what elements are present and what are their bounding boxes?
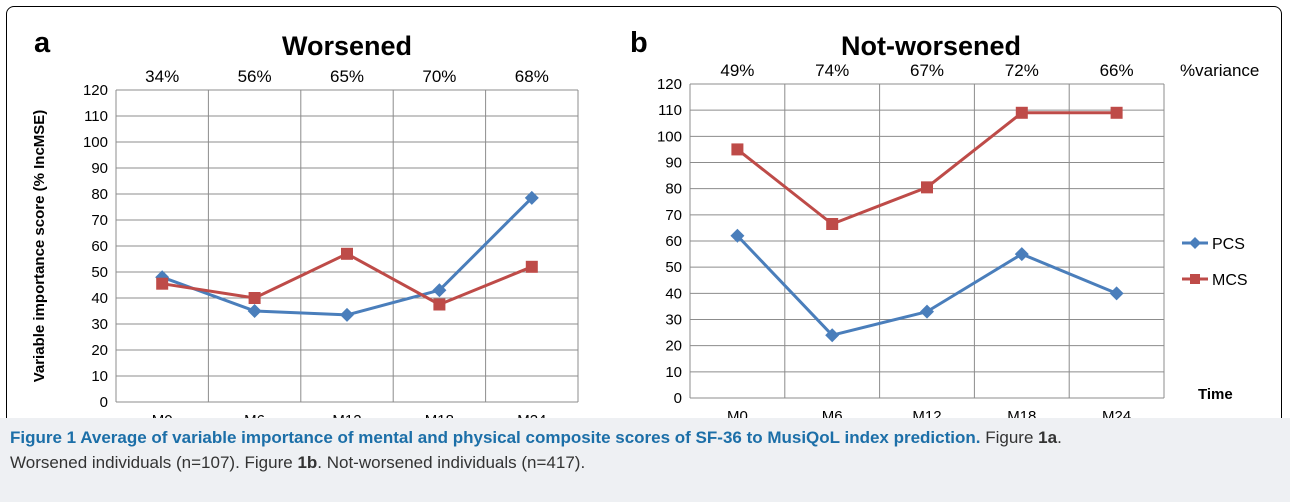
data-point-pcs xyxy=(1109,286,1124,301)
x-tick-label: M24 xyxy=(517,412,546,418)
caption-ref-1a: 1a xyxy=(1038,428,1058,447)
panel-label: a xyxy=(34,27,51,59)
caption-ref-1b: 1b xyxy=(297,453,318,472)
panel-title: Worsened xyxy=(282,31,412,61)
variance-label: 34% xyxy=(145,67,179,86)
figure-caption: Figure 1 Average of variable importance … xyxy=(0,418,1290,502)
y-tick-label: 10 xyxy=(665,364,682,381)
data-point-pcs xyxy=(730,228,745,243)
data-point-mcs xyxy=(1110,106,1123,119)
caption-line-2: Worsened individuals (n=107). Figure 1b.… xyxy=(10,453,585,473)
y-tick-label: 0 xyxy=(100,394,108,411)
y-tick-label: 110 xyxy=(658,102,682,119)
x-tick-label: M12 xyxy=(912,408,941,418)
legend-marker-square xyxy=(1190,274,1200,284)
y-tick-label: 40 xyxy=(91,290,108,307)
data-point-pcs xyxy=(432,283,447,298)
caption-title: Figure 1 Average of variable importance … xyxy=(10,428,981,447)
y-tick-label: 80 xyxy=(665,181,682,198)
legend-item-mcs: MCS xyxy=(1182,272,1248,289)
chart-panel-a: 0 10 20 30 40 50 60 70 80 90 100 110 120 M0 M6 M12 M18 M2… xyxy=(31,27,579,418)
x-tick-label: M6 xyxy=(244,412,265,418)
caption-text-1: Figure xyxy=(980,428,1039,447)
x-tick-label: M0 xyxy=(152,412,173,418)
y-tick-label: 70 xyxy=(91,212,108,229)
y-axis-label: Variable importance score (% IncMSE) xyxy=(31,110,48,383)
variance-label: 72% xyxy=(1005,61,1039,80)
y-tick-label: 40 xyxy=(665,285,682,302)
data-point-mcs xyxy=(1015,106,1028,119)
y-tick-label: 0 xyxy=(674,390,682,407)
y-tick-label: 60 xyxy=(665,233,682,250)
variance-label: 49% xyxy=(720,61,754,80)
data-point-pcs xyxy=(825,328,840,343)
panel-title: Not-worsened xyxy=(841,31,1021,61)
series-line-mcs xyxy=(736,111,1117,226)
x-tick-label: M24 xyxy=(1102,408,1131,418)
x-tick-label: M6 xyxy=(822,408,843,418)
x-axis-label: Time xyxy=(1198,386,1233,403)
y-tick-label: 80 xyxy=(91,186,108,203)
variance-label: 67% xyxy=(910,61,944,80)
y-tick-label: 120 xyxy=(83,82,108,99)
variance-label: 65% xyxy=(330,67,364,86)
data-point-mcs xyxy=(525,260,538,273)
caption-text-2: . xyxy=(1057,428,1062,447)
data-point-pcs xyxy=(1014,247,1029,262)
y-tick-label: 90 xyxy=(665,155,682,172)
data-point-pcs xyxy=(247,304,262,318)
legend-label: PCS xyxy=(1212,236,1245,253)
caption-line-1: Figure 1 Average of variable importance … xyxy=(10,428,1062,448)
y-tick-label: 100 xyxy=(83,134,108,151)
caption-text-4: . Not-worsened individuals (n=417). xyxy=(317,453,586,472)
y-tick-label: 60 xyxy=(91,238,108,255)
data-point-mcs xyxy=(826,217,839,230)
x-tick-label: M18 xyxy=(1007,408,1036,418)
data-point-pcs xyxy=(340,307,354,322)
data-point-pcs xyxy=(920,304,934,319)
data-point-mcs xyxy=(921,181,933,194)
y-tick-label: 10 xyxy=(91,368,108,385)
data-point-pcs xyxy=(524,190,539,205)
data-point-mcs xyxy=(156,277,169,290)
variance-label: 68% xyxy=(515,67,549,86)
y-tick-label: 30 xyxy=(91,316,108,333)
variance-caption: %variance xyxy=(1180,61,1259,80)
y-tick-label: 110 xyxy=(84,108,108,125)
y-tick-label: 50 xyxy=(665,259,682,276)
series-line-pcs xyxy=(736,234,1118,337)
x-tick-label: M18 xyxy=(425,412,454,418)
legend-label: MCS xyxy=(1212,272,1248,289)
caption-text-3: Worsened individuals (n=107). Figure xyxy=(10,453,298,472)
data-point-mcs xyxy=(341,247,353,260)
y-tick-label: 120 xyxy=(657,76,682,93)
variance-label: 70% xyxy=(422,67,456,86)
data-point-mcs xyxy=(248,292,261,304)
legend-item-pcs: PCS xyxy=(1182,236,1245,253)
y-tick-label: 90 xyxy=(91,160,108,177)
data-point-mcs xyxy=(731,143,744,156)
x-tick-label: M0 xyxy=(727,408,748,418)
y-tick-label: 70 xyxy=(665,207,682,224)
chart-panel-b: 0 10 20 30 40 50 60 70 80 90 100 110 120 M0 M6 M12 M18 M2… xyxy=(630,27,1259,418)
variance-label: 74% xyxy=(815,61,849,80)
y-tick-label: 20 xyxy=(665,338,682,355)
x-tick-label: M12 xyxy=(332,412,361,418)
y-tick-label: 30 xyxy=(665,312,682,329)
y-tick-label: 50 xyxy=(91,264,108,281)
legend-marker-diamond xyxy=(1189,237,1201,249)
panel-label: b xyxy=(630,27,648,59)
variance-label: 66% xyxy=(1100,61,1134,80)
y-tick-label: 20 xyxy=(91,342,108,359)
data-point-mcs xyxy=(433,298,446,311)
y-tick-label: 100 xyxy=(657,128,682,145)
variance-label: 56% xyxy=(238,67,272,86)
figure-charts: 0102030405060708090100110120M0M6M12M18M2… xyxy=(31,27,1259,418)
